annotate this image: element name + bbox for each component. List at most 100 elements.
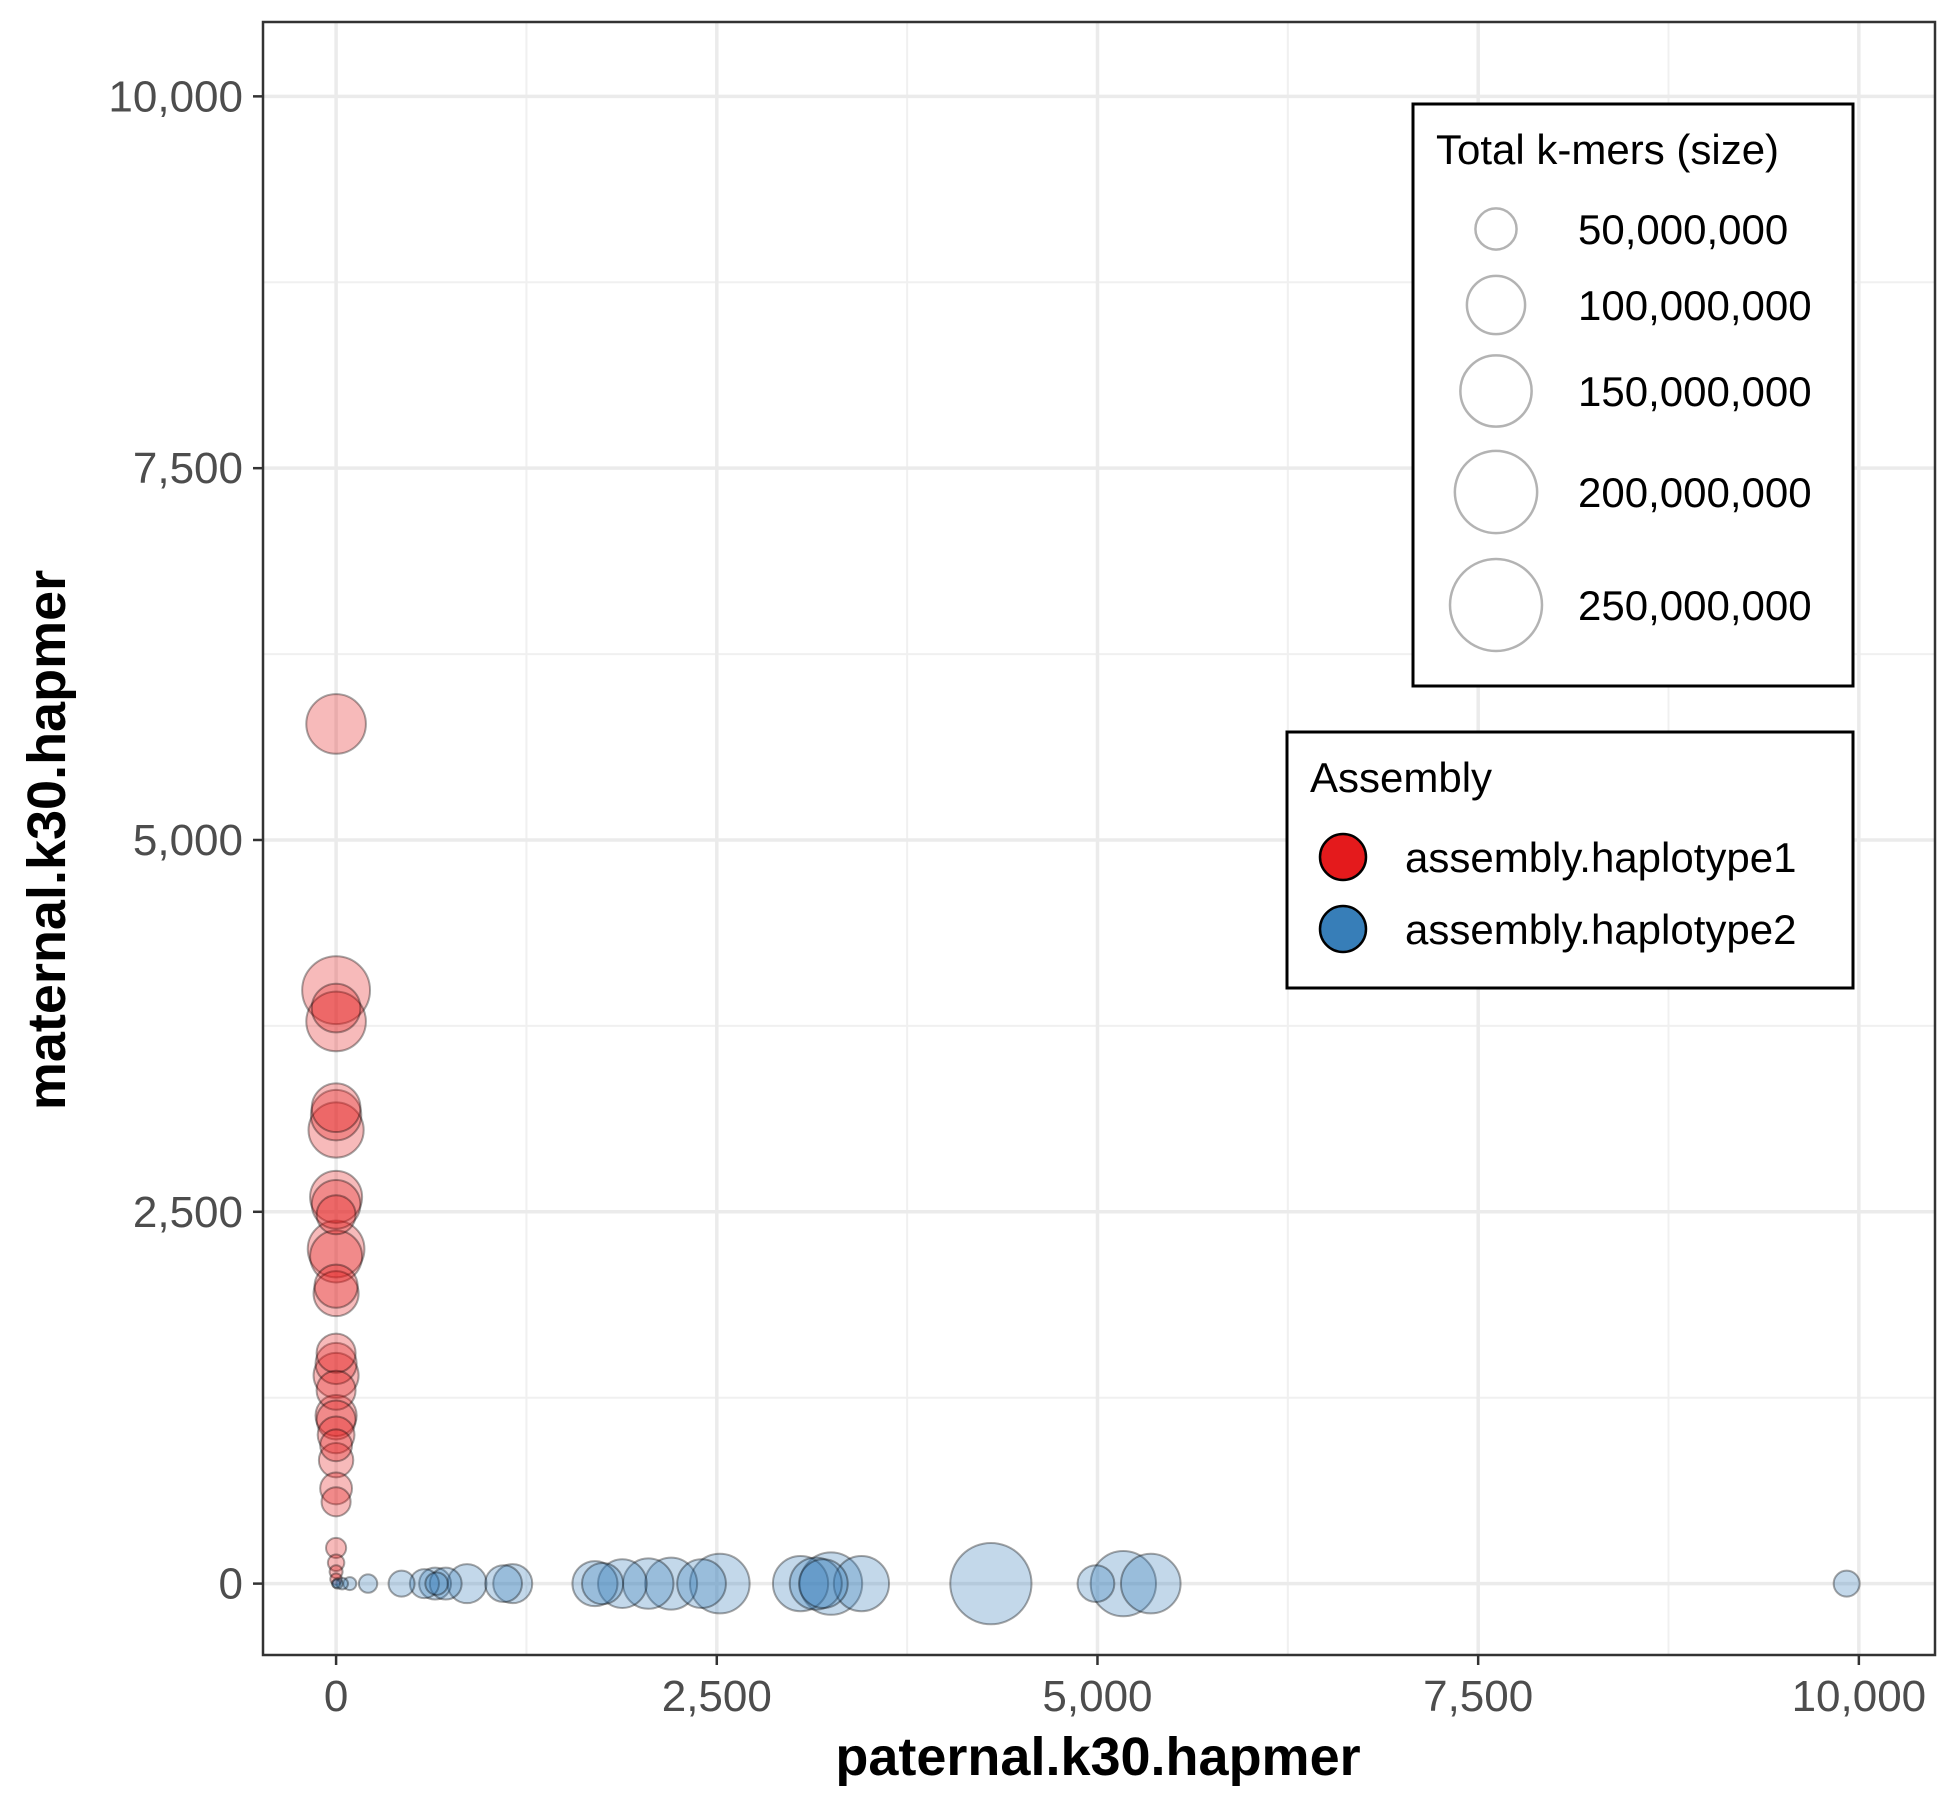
x-tick-label: 5,000: [1042, 1672, 1152, 1721]
y-tick-label: 10,000: [108, 72, 243, 121]
data-point: [832, 1555, 891, 1613]
data-point: [320, 1486, 352, 1518]
color-legend: Assembly assembly.haplotype1assembly.hap…: [1285, 730, 1855, 990]
color-legend-keys: assembly.haplotype1 assembly.haplotype2: [1318, 832, 1796, 954]
data-point: [949, 1541, 1033, 1626]
color-legend-key: [1318, 904, 1368, 954]
data-point: [484, 1564, 523, 1604]
data-point: [309, 1169, 364, 1224]
size-legend-key: [1453, 449, 1539, 535]
data-point: [305, 693, 367, 755]
data-point: [319, 1428, 354, 1463]
size-legend: Total k-mers (size) 50,000,000 100,000,00…: [1411, 102, 1855, 688]
data-point: [316, 1415, 356, 1455]
data-point: [798, 1551, 864, 1616]
x-tick-label: 2,500: [662, 1672, 772, 1721]
data-point: [689, 1552, 751, 1615]
color-legend-label: assembly.haplotype2: [1405, 906, 1796, 953]
data-point: [314, 1341, 358, 1386]
plot-panel-border: [261, 20, 1937, 1657]
y-axis: 0 2,500 5,000 7,500 10,000: [108, 72, 263, 1609]
data-point: [644, 1556, 699, 1611]
data-point: [309, 1229, 364, 1284]
data-point: [328, 1564, 344, 1580]
data-point: [330, 1578, 342, 1589]
data-point: [315, 1399, 357, 1441]
data-point: [309, 1088, 363, 1142]
data-point: [313, 1263, 359, 1309]
data-points: [301, 693, 1861, 1626]
series-assembly.haplotype1: [301, 693, 372, 1586]
color-legend-title: Assembly: [1310, 754, 1492, 801]
data-point: [306, 1219, 366, 1279]
data-point: [676, 1558, 727, 1609]
data-point: [771, 1555, 830, 1613]
data-point: [571, 1560, 619, 1608]
data-point: [335, 1576, 350, 1591]
y-tick-label: 0: [219, 1560, 243, 1609]
data-point: [305, 990, 367, 1053]
y-tick-label: 5,000: [133, 816, 243, 865]
data-point: [315, 1369, 357, 1411]
data-point: [1089, 1549, 1158, 1618]
data-point: [622, 1557, 675, 1610]
data-point: [326, 1553, 346, 1573]
size-legend-label: 150,000,000: [1578, 368, 1812, 415]
data-point: [301, 955, 372, 1026]
data-point: [1832, 1569, 1861, 1598]
size-legend-keys: 50,000,000 100,000,000 150,000,000 200,000,…: [1448, 206, 1812, 653]
data-point: [312, 1351, 360, 1399]
color-legend-label: assembly.haplotype1: [1405, 834, 1796, 881]
data-point: [310, 982, 362, 1034]
x-axis: 0 2,500 5,000 7,500 10,000: [324, 1655, 1926, 1721]
data-point: [446, 1563, 488, 1605]
data-point: [408, 1568, 440, 1600]
data-point: [788, 1556, 843, 1611]
data-point: [331, 1577, 344, 1590]
size-legend-title: Total k-mers (size): [1436, 126, 1779, 173]
data-point: [597, 1558, 648, 1609]
grid-lines: [263, 22, 1935, 1655]
x-tick-label: 10,000: [1792, 1672, 1927, 1721]
size-legend-key: [1448, 557, 1544, 653]
series-assembly.haplotype2: [330, 1541, 1861, 1626]
data-point: [325, 1536, 348, 1559]
x-tick-label: 7,500: [1423, 1672, 1533, 1721]
y-tick-label: 2,500: [133, 1188, 243, 1237]
size-legend-box: [1411, 102, 1855, 688]
data-point: [1119, 1552, 1182, 1615]
data-point: [581, 1562, 625, 1606]
data-point: [1076, 1564, 1116, 1604]
size-legend-label: 100,000,000: [1578, 282, 1812, 329]
data-point: [424, 1571, 449, 1596]
data-point: [329, 1572, 343, 1586]
data-point: [357, 1573, 379, 1594]
size-legend-key: [1474, 207, 1518, 251]
data-point: [342, 1576, 358, 1592]
data-point: [307, 1101, 365, 1159]
data-point: [387, 1569, 416, 1598]
y-axis-title: maternal.k30.hapmer: [17, 570, 77, 1110]
y-tick-label: 7,500: [133, 444, 243, 493]
size-legend-key: [1465, 274, 1527, 336]
size-legend-label: 50,000,000: [1578, 206, 1788, 253]
data-point: [315, 1194, 357, 1236]
color-legend-box: [1285, 730, 1855, 990]
data-point: [312, 1270, 360, 1318]
size-legend-label: 200,000,000: [1578, 469, 1812, 516]
data-point: [492, 1563, 534, 1605]
data-point: [319, 1471, 354, 1506]
data-point: [317, 1441, 355, 1479]
color-legend-key: [1318, 832, 1368, 882]
data-point: [310, 1179, 362, 1230]
data-point: [428, 1566, 463, 1601]
data-point: [314, 1393, 358, 1438]
data-point: [418, 1566, 453, 1601]
data-point: [315, 1332, 357, 1374]
size-legend-label: 250,000,000: [1578, 582, 1812, 629]
data-point: [798, 1558, 849, 1609]
data-point: [310, 1082, 362, 1134]
size-legend-key: [1459, 354, 1533, 428]
x-tick-label: 0: [324, 1672, 348, 1721]
